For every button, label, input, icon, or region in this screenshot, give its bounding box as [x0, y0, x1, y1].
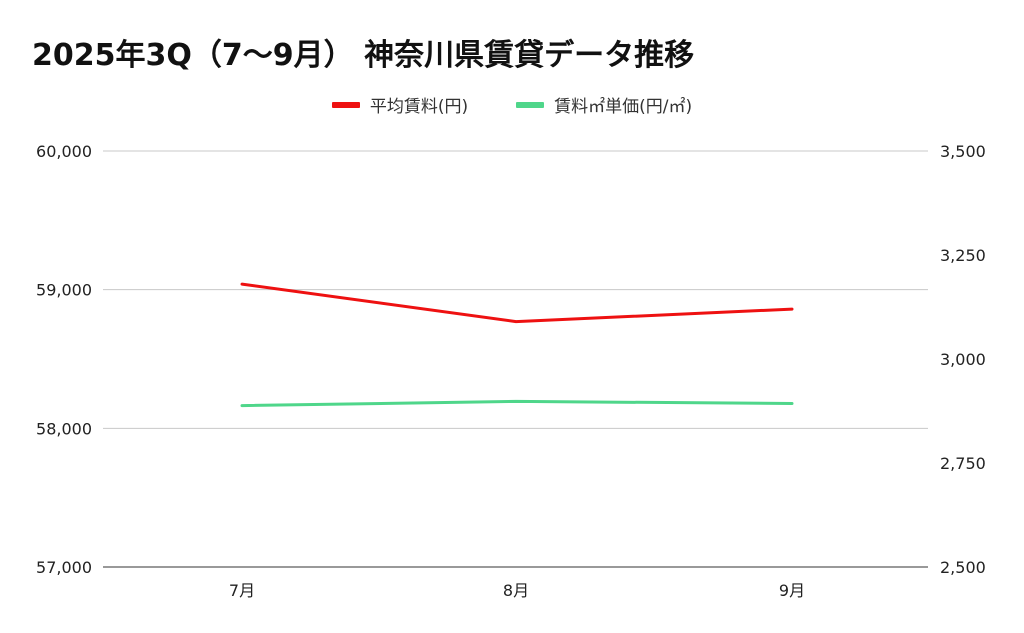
y-right-tick-label: 3,500 — [940, 142, 986, 161]
legend-item-rent: 平均賃料(円) — [331, 92, 469, 117]
y-left-tick-label: 59,000 — [36, 281, 92, 300]
x-tick-label: 7月 — [229, 581, 255, 600]
x-tick-label: 8月 — [503, 581, 529, 600]
legend-label-rent: 平均賃料(円) — [369, 97, 469, 117]
y-right-tick-label: 3,000 — [940, 350, 986, 369]
legend-label-unit-price: 賃料㎡単価(円/㎡) — [554, 97, 693, 117]
chart-title: 2025年3Q（7〜9月） 神奈川県賃貸データ推移 — [32, 38, 695, 73]
y-right-tick-label: 3,250 — [940, 246, 986, 265]
legend-swatch-unit-price — [516, 101, 545, 108]
legend-swatch-rent — [331, 101, 360, 108]
legend: 平均賃料(円) 賃料㎡単価(円/㎡) — [0, 92, 1024, 117]
series-line-unit-price — [240, 399, 794, 408]
y-left-tick-label: 60,000 — [36, 142, 92, 161]
x-tick-label: 9月 — [779, 581, 805, 600]
y-left-tick-label: 57,000 — [36, 558, 92, 577]
y-left-tick-label: 58,000 — [36, 419, 92, 438]
legend-item-unit-price: 賃料㎡単価(円/㎡) — [516, 92, 692, 117]
series-line-rent — [240, 282, 794, 324]
y-right-tick-label: 2,750 — [940, 454, 986, 473]
y-right-tick-label: 2,500 — [940, 558, 986, 577]
